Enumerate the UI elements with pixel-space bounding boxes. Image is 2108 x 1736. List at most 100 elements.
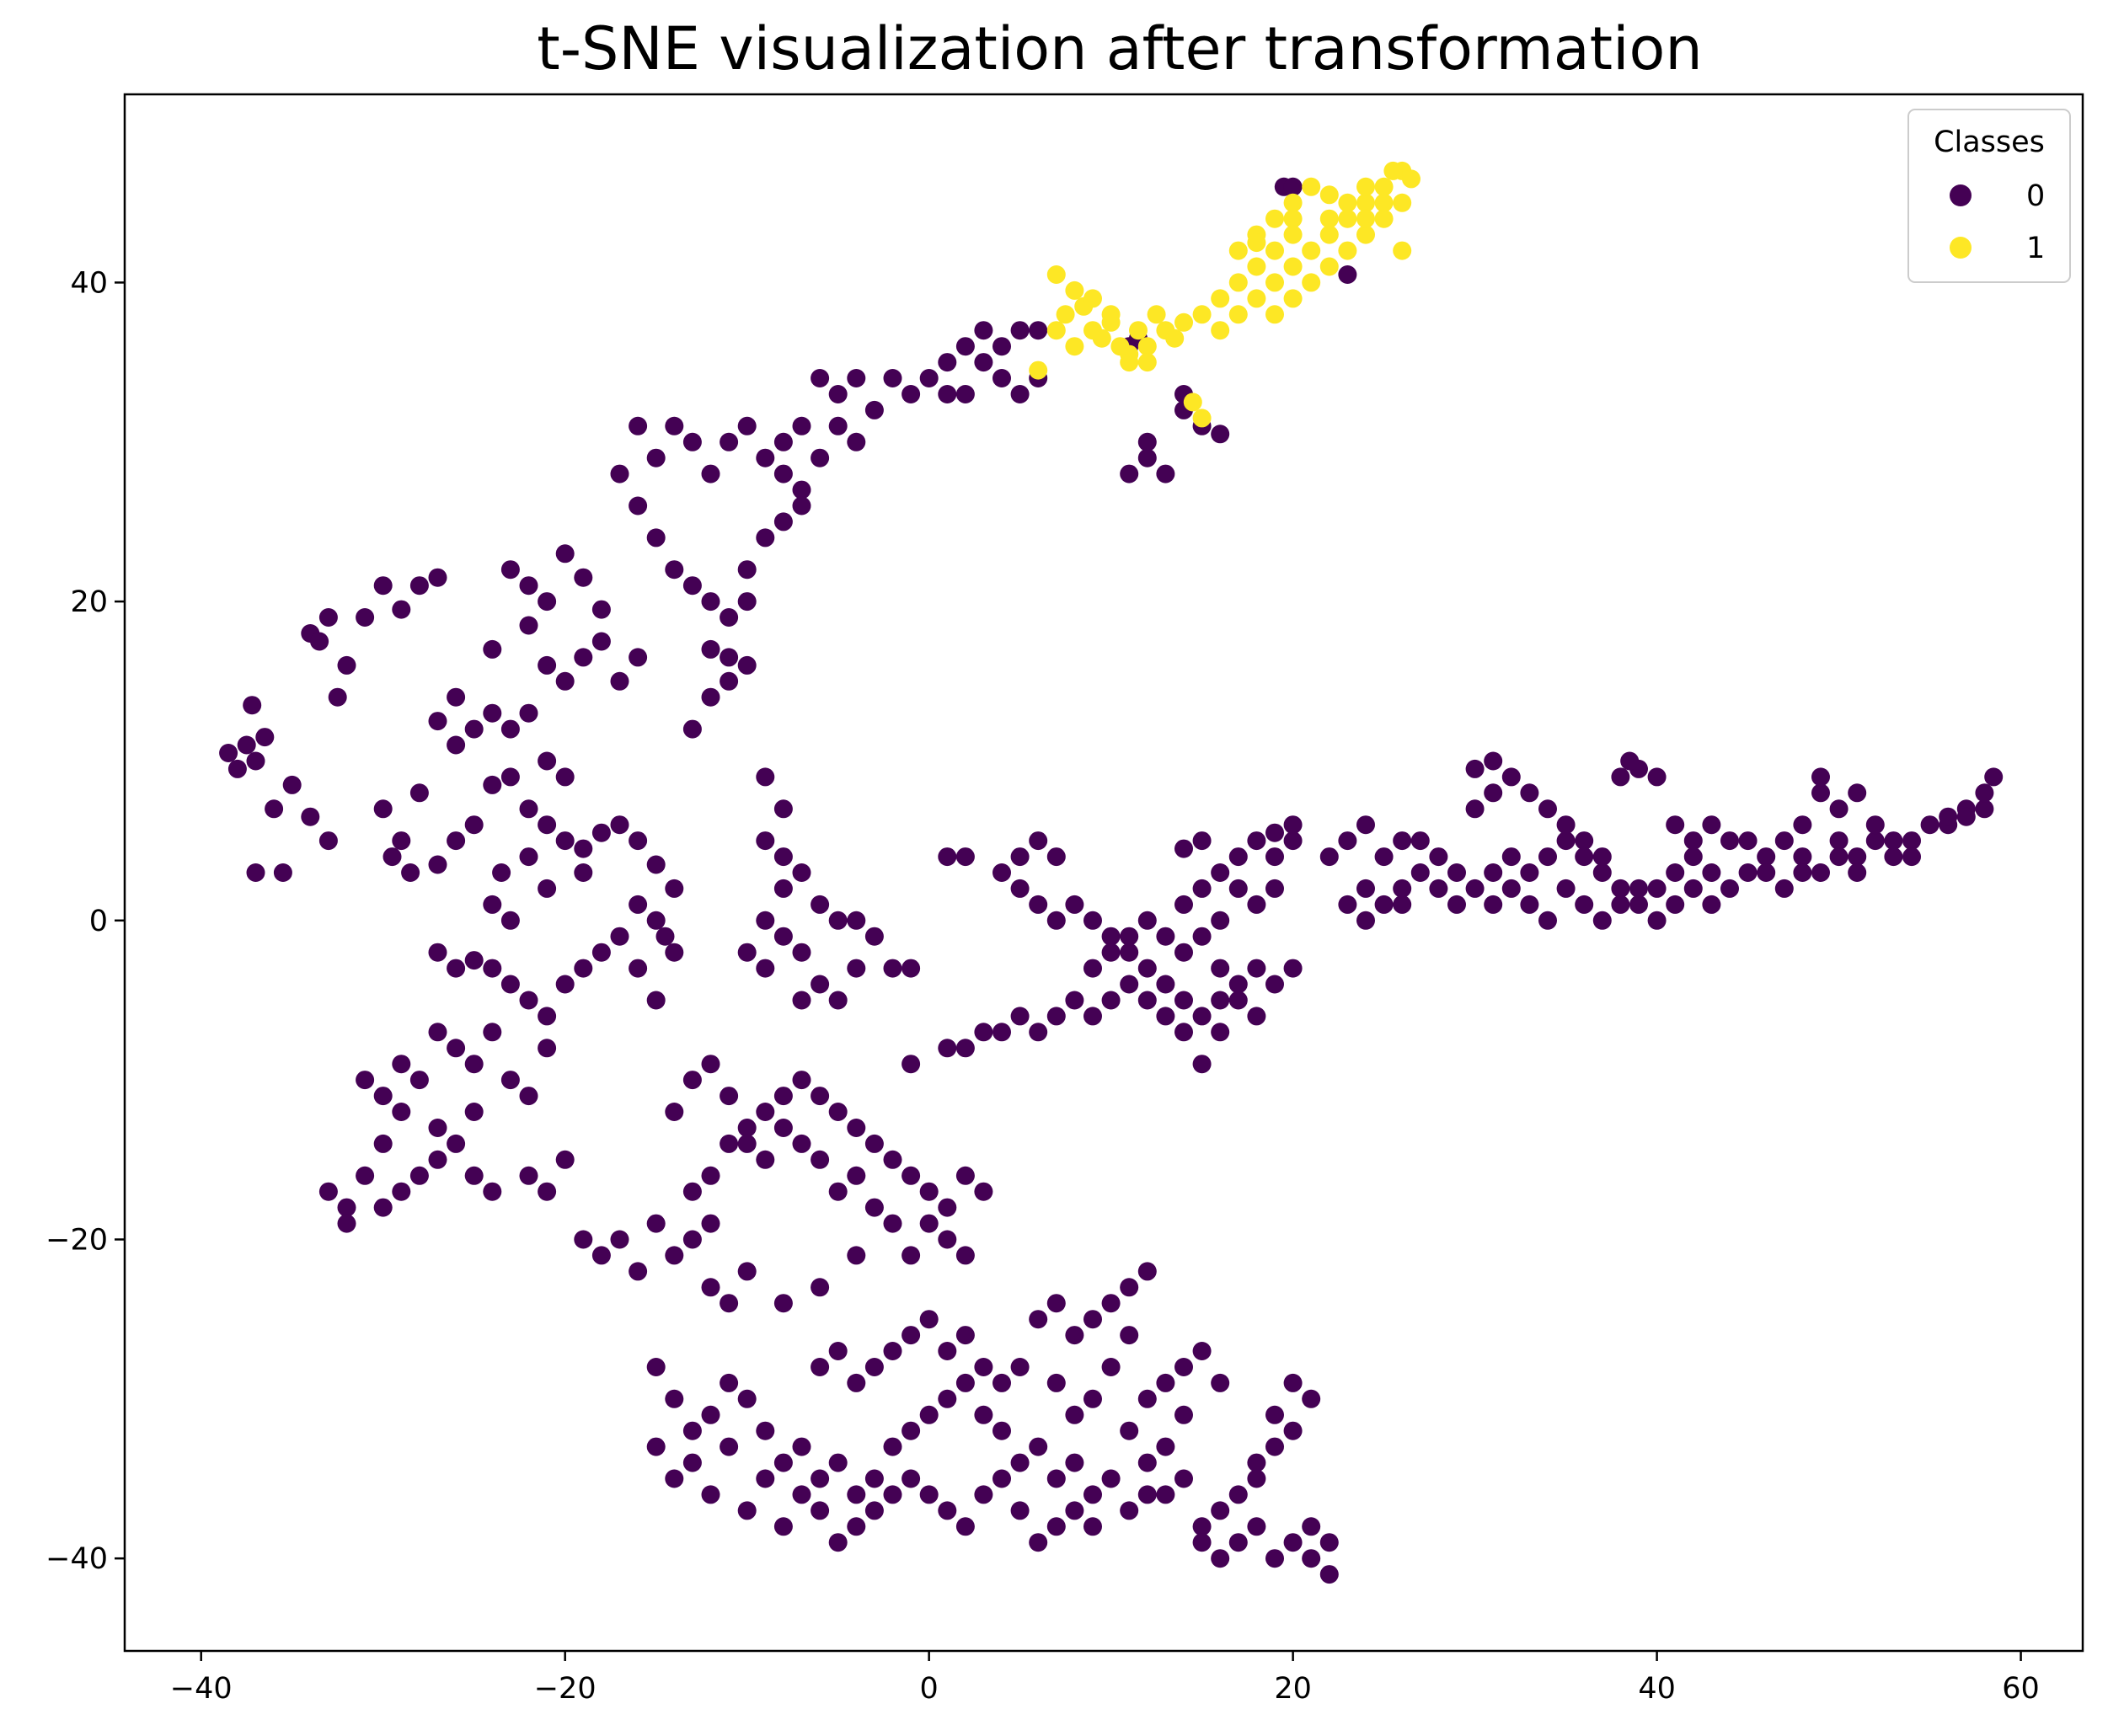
point-class-1-40: [1247, 289, 1266, 308]
point-class-0-36: [591, 823, 611, 842]
point-class-0-293: [1137, 1389, 1157, 1408]
point-class-0-212: [811, 1278, 830, 1297]
point-class-0-126: [500, 975, 520, 994]
point-class-0-254: [828, 1533, 848, 1552]
point-class-0-230: [902, 1421, 921, 1440]
point-class-0-374: [992, 1023, 1011, 1042]
point-class-0-407: [1174, 839, 1193, 858]
point-class-0-461: [1538, 799, 1557, 819]
point-class-0-388: [1247, 831, 1266, 851]
point-class-0-504: [1120, 464, 1139, 483]
point-class-0-102: [1010, 321, 1030, 340]
point-class-0-428: [1575, 847, 1594, 867]
point-class-0-139: [428, 1023, 447, 1042]
point-class-0-101: [992, 337, 1011, 356]
point-class-0-45: [519, 703, 538, 723]
point-class-0-358: [1137, 959, 1157, 978]
point-class-0-377: [938, 1039, 957, 1058]
point-class-0-436: [1720, 879, 1739, 898]
point-class-0-44: [500, 719, 520, 739]
point-class-0-193: [974, 1182, 993, 1201]
point-class-0-39: [646, 855, 666, 874]
point-class-0-242: [1120, 1501, 1139, 1520]
point-class-0-441: [1811, 863, 1830, 882]
point-class-0-339: [847, 911, 866, 930]
point-class-0-460: [1520, 783, 1539, 803]
point-class-0-280: [1010, 1358, 1030, 1376]
point-class-0-323: [1211, 1549, 1230, 1568]
point-class-0-144: [519, 1087, 538, 1106]
point-class-0-443: [1848, 847, 1867, 867]
point-class-0-312: [1319, 1533, 1339, 1552]
point-class-0-403: [1228, 991, 1248, 1010]
point-class-0-14: [337, 655, 356, 675]
point-class-0-42: [464, 719, 484, 739]
point-class-0-487: [1447, 863, 1466, 882]
point-class-0-177: [682, 1182, 702, 1201]
point-class-0-183: [792, 1071, 811, 1090]
point-class-0-491: [1520, 895, 1539, 914]
point-class-0-284: [1083, 1310, 1102, 1329]
point-class-1-25: [1265, 273, 1284, 292]
point-class-0-478: [1829, 799, 1849, 819]
point-class-0-223: [773, 1453, 793, 1472]
point-class-0-290: [1083, 1389, 1102, 1408]
point-class-0-246: [682, 1453, 702, 1472]
point-class-0-166: [428, 1119, 447, 1137]
point-class-0-160: [519, 1166, 538, 1185]
point-class-0-165: [373, 1087, 393, 1106]
point-class-0-253: [811, 1501, 830, 1520]
y-tick-label: 0: [89, 905, 108, 938]
point-class-0-17: [392, 600, 411, 619]
point-class-0-399: [1247, 959, 1266, 978]
point-class-0-170: [610, 1230, 629, 1249]
point-class-0-22: [373, 799, 393, 819]
point-class-1-20: [1046, 265, 1066, 284]
point-class-0-146: [409, 1071, 429, 1090]
point-class-0-492: [1538, 911, 1557, 930]
point-class-0-513: [1338, 265, 1357, 284]
point-class-0-299: [1156, 1437, 1175, 1456]
point-class-0-295: [1174, 1358, 1193, 1376]
point-class-0-473: [1738, 831, 1758, 851]
point-class-0-331: [737, 943, 757, 962]
x-tick-label: 60: [2002, 1672, 2040, 1706]
point-class-0-210: [883, 1214, 902, 1233]
point-class-1-60: [1265, 241, 1284, 260]
y-tick-label: −20: [45, 1223, 108, 1257]
point-class-0-81: [629, 496, 648, 515]
point-class-0-94: [864, 400, 884, 419]
legend-label-0: 0: [2026, 179, 2045, 213]
y-axis: −40 −20 0 20 40: [45, 266, 125, 1576]
point-class-0-29: [464, 815, 484, 835]
point-class-0-47: [555, 767, 575, 787]
point-class-0-51: [500, 911, 520, 930]
point-class-0-52: [492, 863, 511, 882]
point-class-0-111: [847, 432, 866, 451]
point-class-0-422: [1465, 879, 1485, 898]
point-class-1-14: [1174, 312, 1193, 332]
point-class-0-444: [1865, 831, 1885, 851]
point-class-0-450: [1975, 799, 1994, 819]
point-class-0-409: [1319, 847, 1339, 867]
point-class-0-60: [574, 648, 593, 667]
point-class-0-411: [1356, 815, 1375, 835]
point-class-0-387: [1228, 847, 1248, 867]
point-class-0-264: [1010, 1501, 1030, 1520]
point-class-0-313: [1302, 1517, 1321, 1536]
point-class-0-172: [646, 1214, 666, 1233]
point-class-0-496: [1611, 895, 1630, 914]
point-class-0-169: [591, 1246, 611, 1265]
point-class-0-179: [720, 1134, 739, 1153]
point-class-0-118: [682, 719, 702, 739]
point-class-0-367: [1120, 975, 1139, 994]
point-class-1-2: [1056, 305, 1075, 324]
point-class-1-17: [1101, 305, 1121, 324]
point-class-1-56: [1393, 241, 1412, 260]
point-class-0-228: [864, 1469, 884, 1488]
point-class-0-151: [318, 1182, 338, 1201]
point-class-0-1: [237, 735, 256, 755]
point-class-0-427: [1556, 831, 1576, 851]
point-class-0-283: [1065, 1326, 1084, 1345]
point-class-0-149: [356, 1166, 375, 1185]
